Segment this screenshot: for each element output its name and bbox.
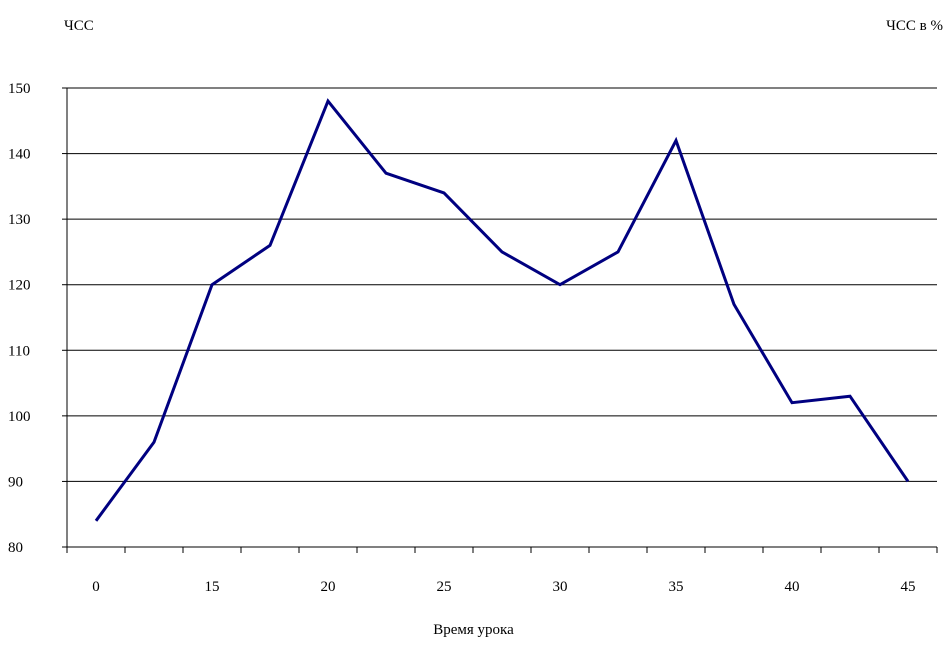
- x-tick-label: 0: [92, 579, 100, 595]
- x-tick-label: 25: [437, 579, 452, 595]
- y-tick-label: 110: [8, 343, 30, 359]
- y-tick-label: 80: [8, 540, 23, 556]
- series: [96, 101, 908, 521]
- y-tick-label: 150: [8, 81, 31, 97]
- y-axis-label-right: ЧСС в %: [886, 18, 943, 35]
- x-tick-label: 40: [785, 579, 800, 595]
- x-tick-label: 20: [321, 579, 336, 595]
- series-line-0: [96, 101, 908, 521]
- y-tick-label: 100: [8, 409, 31, 425]
- y-tick-label: 140: [8, 147, 31, 163]
- y-tick-label: 120: [8, 278, 31, 294]
- x-tick-label: 45: [901, 579, 916, 595]
- y-tick-label: 130: [8, 212, 31, 228]
- x-tick-label: 35: [669, 579, 684, 595]
- x-axis-label: Время урока: [0, 622, 947, 639]
- axes: [62, 88, 937, 553]
- tick-labels: 80 90 100 110 120 130 140 150 0 15 20 25 30 35 40 45: [8, 81, 916, 595]
- gridlines: [67, 88, 937, 481]
- y-tick-label: 90: [8, 474, 23, 490]
- y-axis-label-left: ЧСС: [64, 18, 94, 35]
- x-tick-label: 15: [205, 579, 220, 595]
- x-tick-label: 30: [553, 579, 568, 595]
